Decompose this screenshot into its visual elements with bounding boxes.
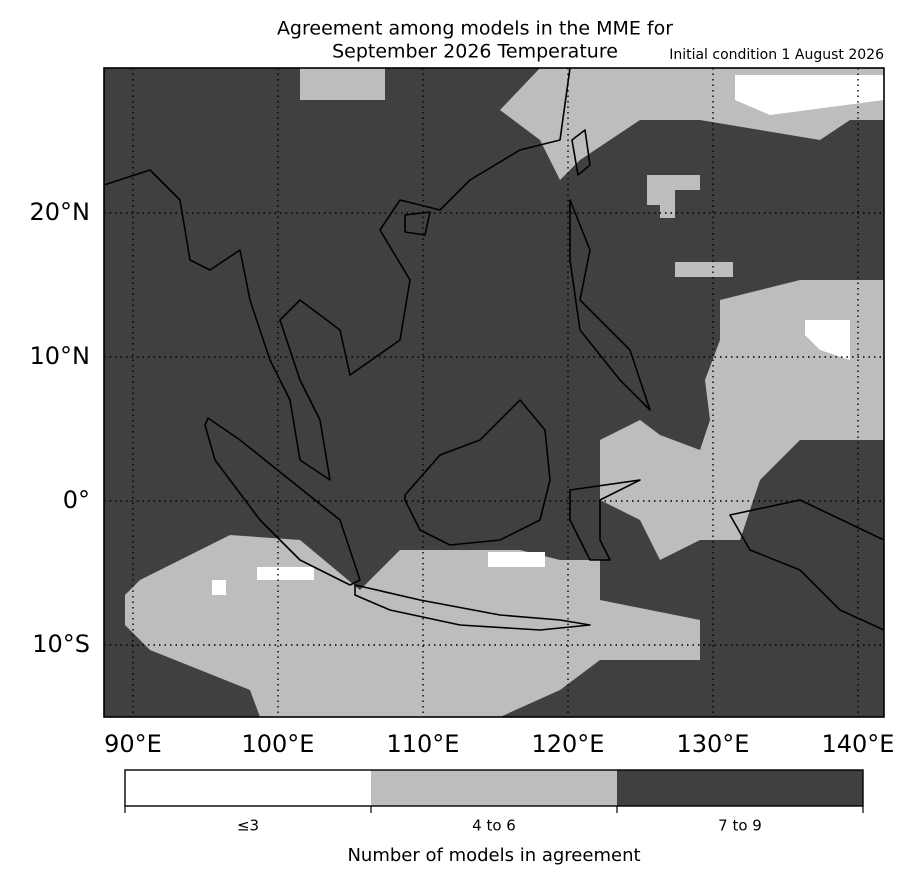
colorbar-title: Number of models in agreement [347,845,640,866]
title: Agreement among models in the MME for [277,18,673,40]
lon-tick-label: 100°E [242,730,315,758]
colorbar-swatch [617,770,863,806]
lon-tick-label: 140°E [822,730,895,758]
map-frame [103,67,885,718]
lat-tick-label: 0° [63,486,90,514]
lon-tick-label: 120°E [532,730,605,758]
colorbar-swatch [371,770,617,806]
lon-tick-label: 110°E [387,730,460,758]
colorbar-swatch [125,770,371,806]
agreement-low [212,75,884,595]
initial-condition: Initial condition 1 August 2026 [669,47,884,63]
lat-tick-label: 10°N [30,342,91,370]
title: September 2026 Temperature [332,41,618,63]
lon-tick-label: 130°E [677,730,750,758]
colorbar-label: 4 to 6 [472,817,516,835]
lat-tick-label: 20°N [30,198,91,226]
colorbar-label: ≤3 [237,817,259,835]
colorbar-frame [124,769,864,807]
lat-tick-label: 10°S [32,630,90,658]
map-field [104,68,884,717]
coastlines [104,68,884,631]
colorbar-label: 7 to 9 [718,817,762,835]
lon-tick-label: 90°E [104,730,162,758]
